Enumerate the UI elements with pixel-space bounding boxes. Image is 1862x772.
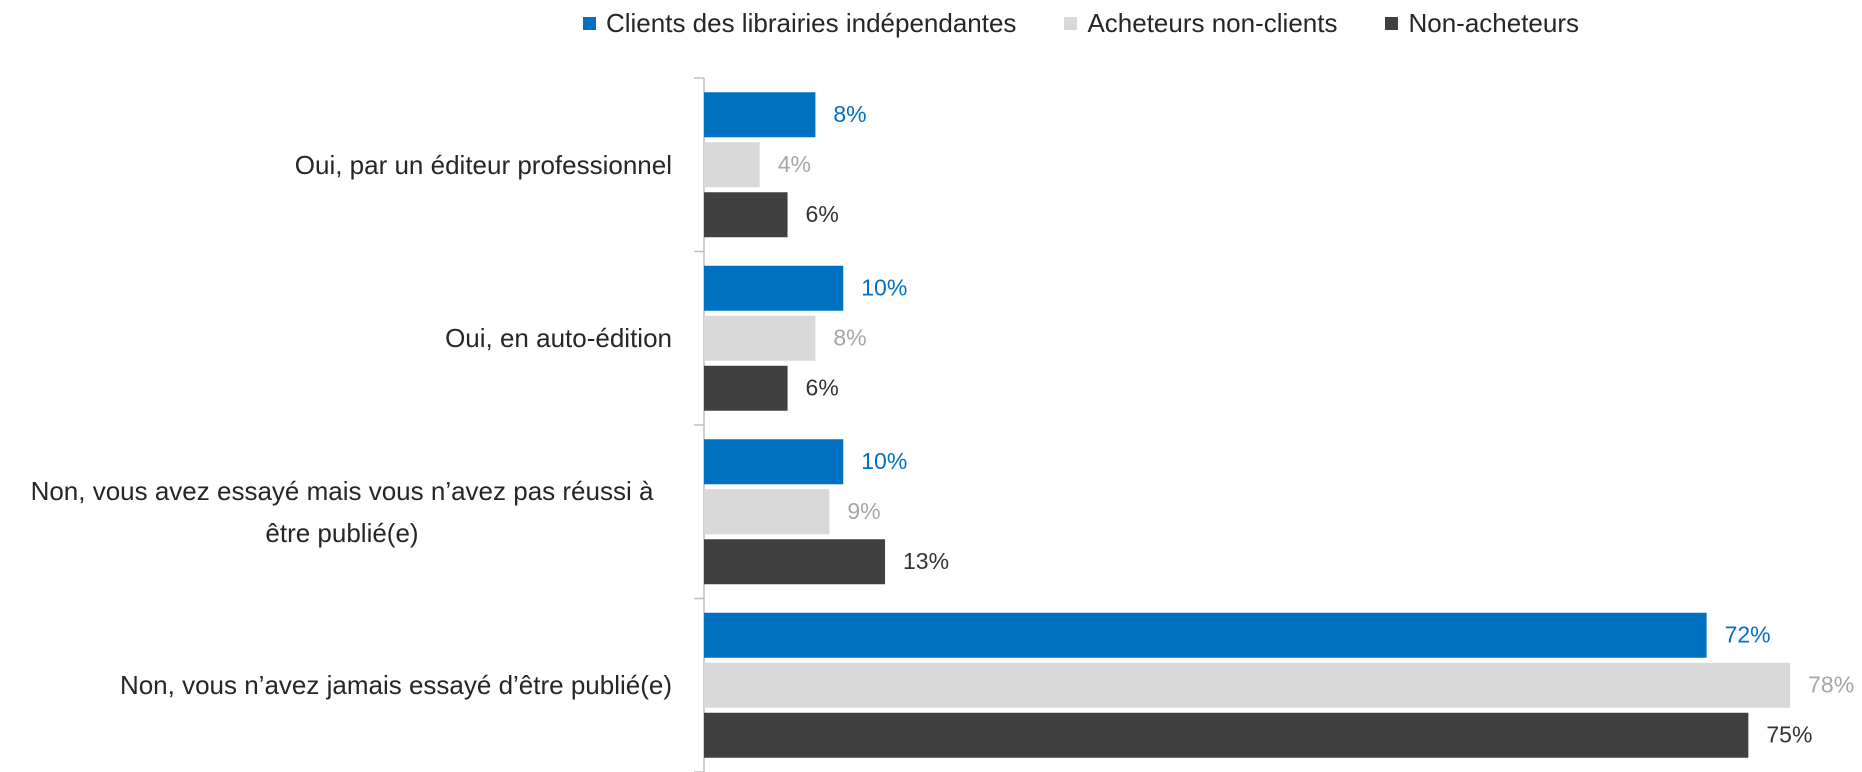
- bar: [704, 192, 788, 238]
- value-label: 8%: [833, 101, 866, 127]
- category-label-box: Non, vous n’avez jamais essayé d’être pu…: [0, 599, 672, 772]
- value-label: 4%: [778, 151, 811, 177]
- category-label-box: Oui, par un éditeur professionnel: [0, 78, 672, 252]
- legend-label: Clients des librairies indépendantes: [605, 8, 1017, 38]
- legend-swatch: [1385, 17, 1399, 30]
- value-label: 6%: [806, 201, 839, 227]
- legend-item: Clients des librairies indépendantes: [582, 8, 1017, 39]
- value-label: 10%: [861, 448, 907, 474]
- bar: [704, 365, 788, 411]
- legend-item: Non-acheteurs: [1385, 8, 1579, 39]
- legend-label: Non-acheteurs: [1408, 8, 1580, 38]
- value-label: 6%: [806, 374, 839, 400]
- bar: [704, 612, 1707, 658]
- bar: [704, 92, 816, 138]
- bar: [704, 489, 830, 535]
- bar: [704, 712, 1749, 758]
- value-label: 10%: [861, 274, 907, 300]
- value-label: 9%: [847, 498, 880, 524]
- value-label: 8%: [833, 324, 866, 350]
- category-label-box: Oui, en auto-édition: [0, 252, 672, 426]
- legend: Clients des librairies indépendantes Ache…: [150, 8, 1862, 39]
- value-label: 78%: [1808, 671, 1854, 697]
- bar: [704, 662, 1791, 708]
- value-label: 13%: [903, 548, 949, 574]
- legend-swatch: [1064, 17, 1078, 30]
- value-label: 75%: [1766, 721, 1812, 747]
- category-label-box: Non, vous avez essayé mais vous n’avez p…: [0, 425, 672, 599]
- bar: [704, 265, 844, 311]
- category-label: Non, vous avez essayé mais vous n’avez p…: [30, 475, 654, 548]
- bar: [704, 315, 816, 361]
- legend-item: Acheteurs non-clients: [1064, 8, 1337, 39]
- category-label: Oui, en auto-édition: [445, 323, 672, 354]
- bar: [704, 142, 760, 188]
- legend-swatch: [582, 17, 596, 30]
- bar: [704, 539, 886, 585]
- category-label: Non, vous n’avez jamais essayé d’être pu…: [119, 670, 672, 701]
- legend-label: Acheteurs non-clients: [1087, 8, 1338, 38]
- bar: [704, 439, 844, 485]
- value-label: 72%: [1725, 621, 1771, 647]
- category-label: Oui, par un éditeur professionnel: [294, 149, 672, 180]
